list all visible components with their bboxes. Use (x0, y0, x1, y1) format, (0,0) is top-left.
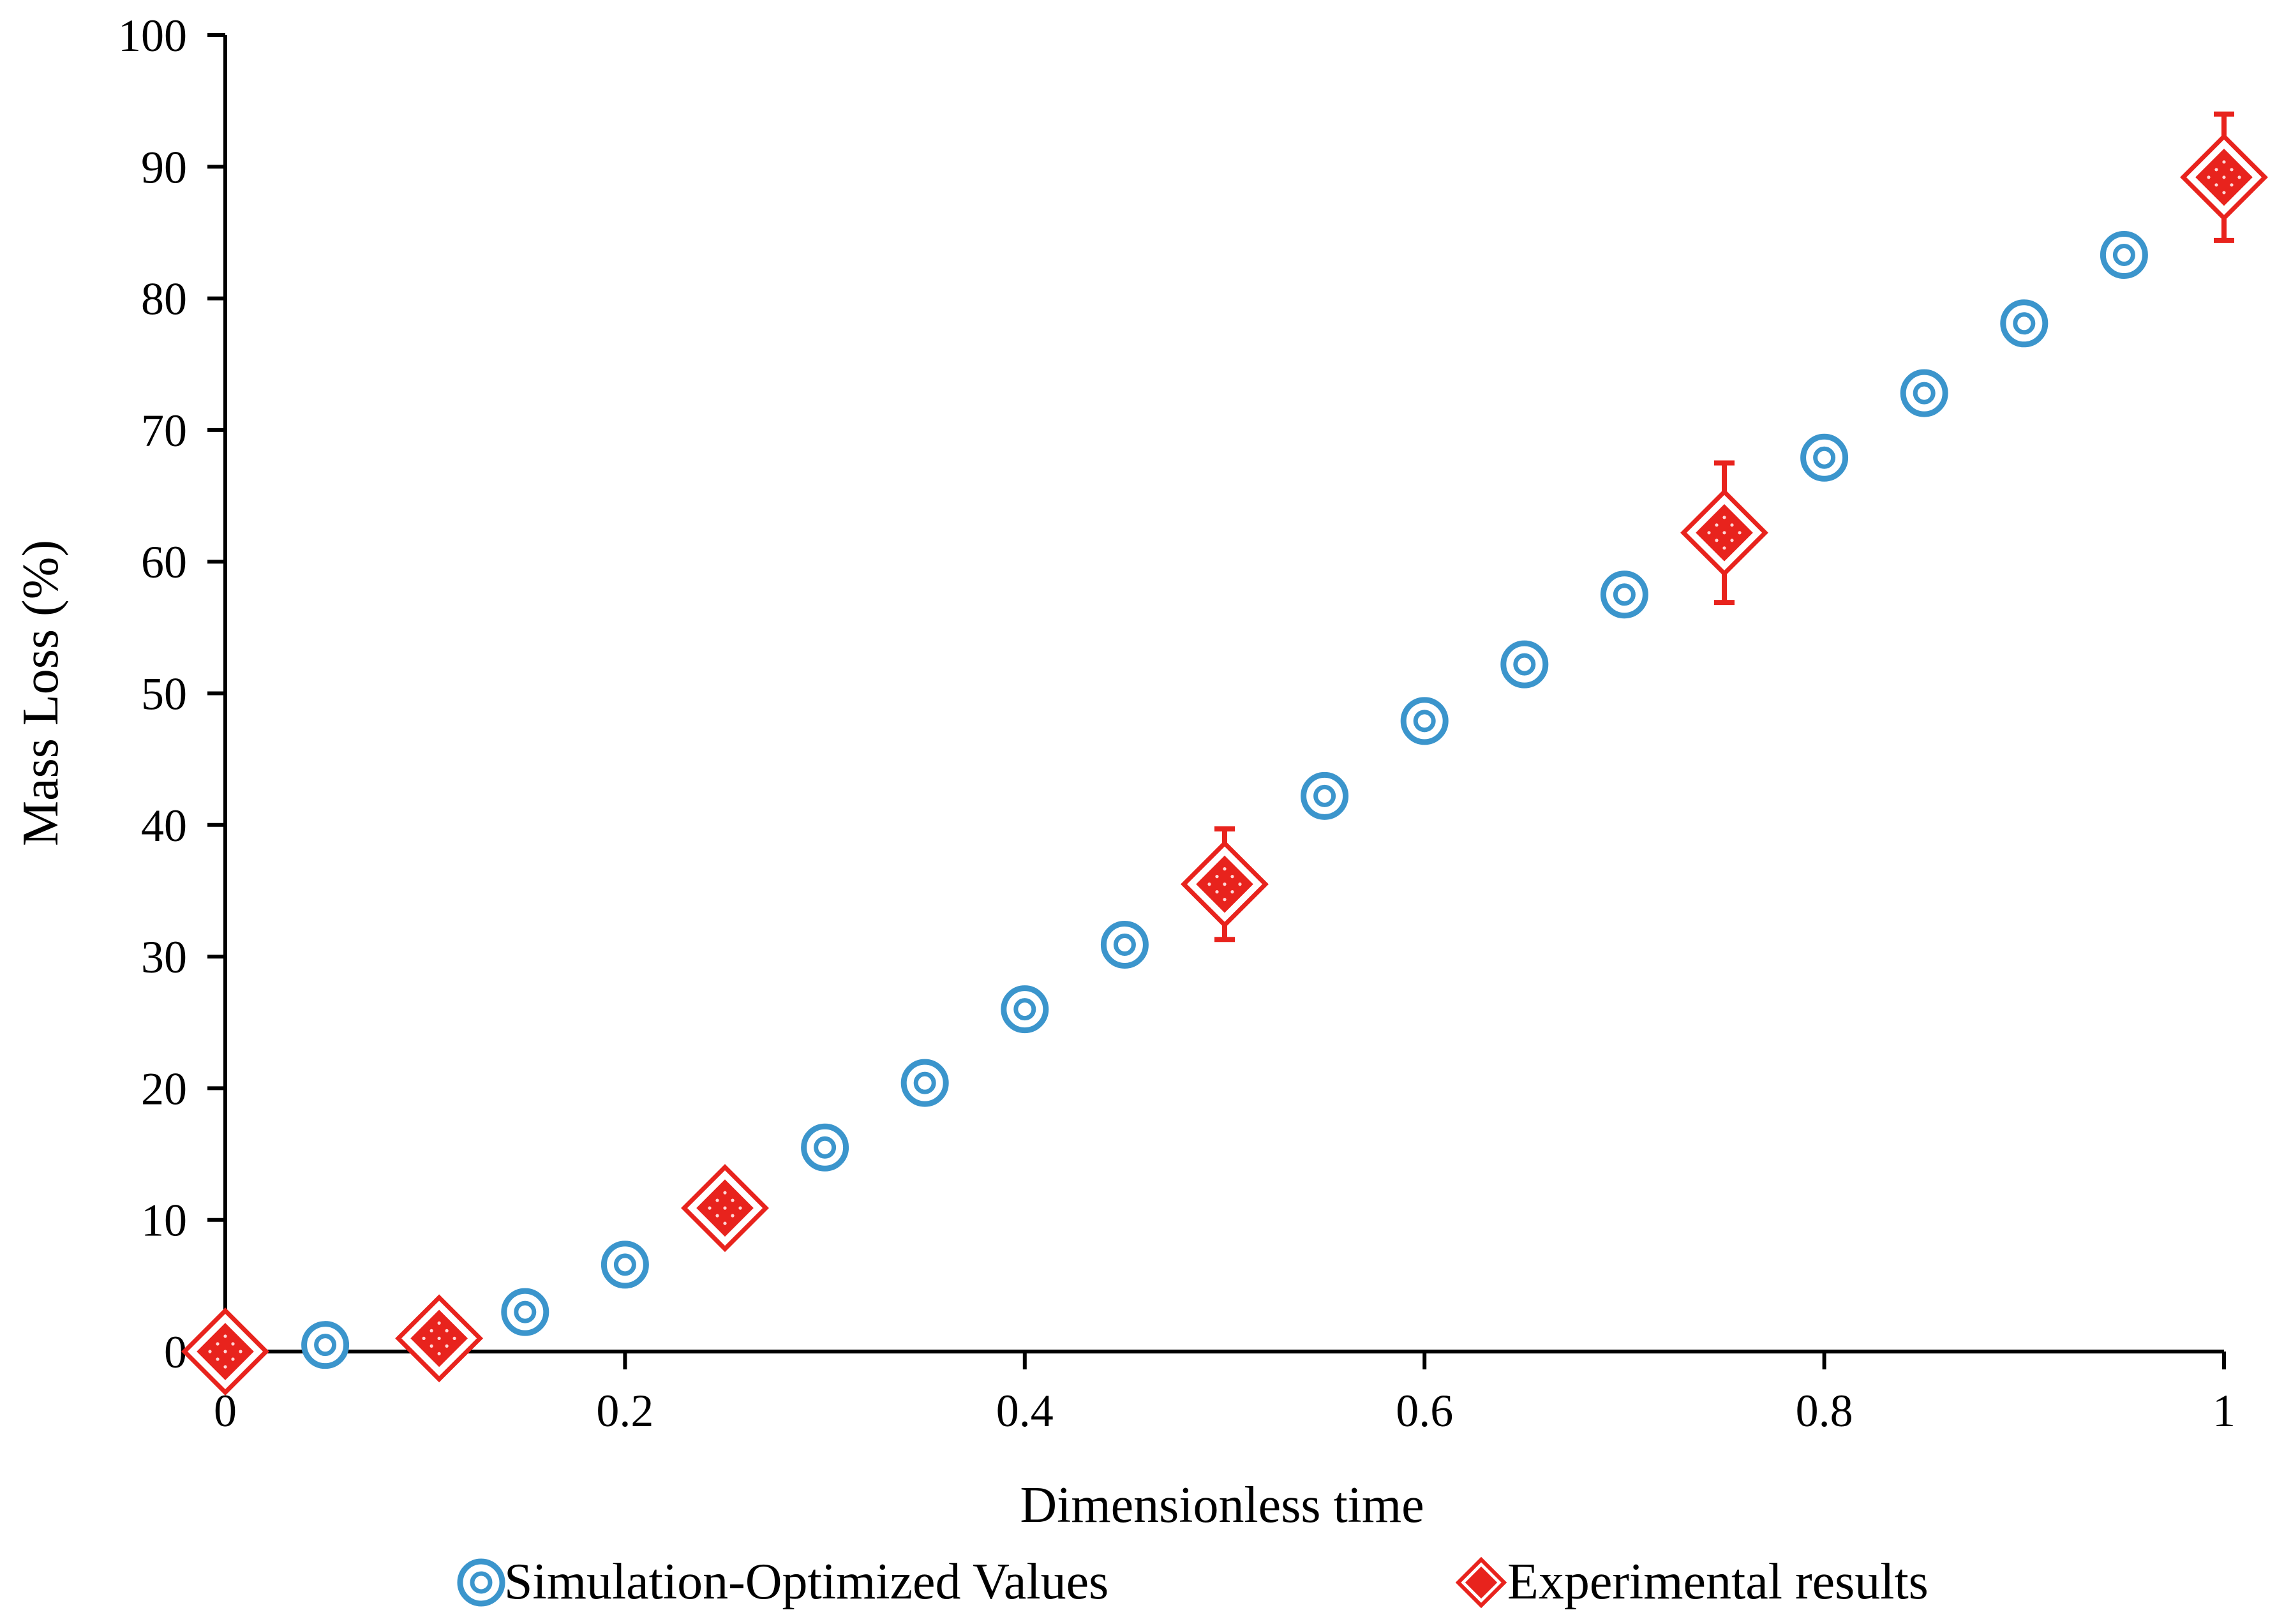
legend-label-experimental: Experimental results (1507, 1554, 1929, 1610)
y-tick-label: 40 (141, 800, 187, 851)
y-tick-label: 20 (141, 1063, 187, 1114)
y-tick-label: 30 (141, 932, 187, 983)
sim-point (1400, 697, 1449, 745)
legend-diamond-icon (1455, 1556, 1507, 1609)
sim-point (1001, 985, 1049, 1034)
sim-point (2000, 299, 2049, 348)
y-tick-label: 10 (141, 1195, 187, 1246)
y-tick-label: 60 (141, 537, 187, 588)
sim-point (1900, 369, 1948, 417)
y-tick-label: 90 (141, 142, 187, 193)
sim-point (601, 1240, 649, 1289)
series-simulation-optimized-values (301, 231, 2148, 1369)
exp-point (181, 1307, 269, 1396)
exp-point (681, 1164, 769, 1253)
sim-point (301, 1321, 350, 1369)
sim-point (1100, 921, 1149, 969)
legend-item-experimental: Experimental results (1455, 1554, 1929, 1610)
legend-sim-marker (457, 1558, 505, 1607)
legend-exp-marker (1455, 1556, 1507, 1609)
sim-point (1301, 771, 1349, 820)
legend-label-simulation: Simulation-Optimized Values (504, 1554, 1108, 1610)
x-tick-label: 1 (2213, 1385, 2235, 1436)
exp-point (2180, 133, 2268, 221)
sim-point (501, 1288, 549, 1336)
sim-point (2100, 231, 2148, 279)
sim-point (1800, 433, 1849, 482)
x-axis-ticks: 0 0.2 0.4 0.6 0.8 1 (214, 1352, 2235, 1436)
sim-point (801, 1123, 849, 1172)
y-tick-label: 80 (141, 274, 187, 325)
exp-point (1680, 488, 1768, 577)
legend: Simulation-Optimized Values Experimental… (457, 1554, 1929, 1610)
exp-point (395, 1294, 484, 1383)
exp-point (1181, 840, 1269, 928)
sim-point (900, 1059, 949, 1107)
sim-point (1600, 570, 1648, 619)
x-tick-label: 0.4 (996, 1385, 1054, 1436)
x-axis-title: Dimensionless time (1020, 1477, 1424, 1533)
y-tick-label: 70 (141, 405, 187, 456)
legend-double-circle-icon (457, 1558, 505, 1607)
x-tick-label: 0.2 (596, 1385, 653, 1436)
legend-item-simulation: Simulation-Optimized Values (457, 1554, 1108, 1610)
x-tick-label: 0.8 (1796, 1385, 1853, 1436)
y-tick-label: 50 (141, 669, 187, 720)
x-tick-label: 0.6 (1396, 1385, 1453, 1436)
sim-point (1500, 640, 1549, 689)
y-tick-label: 100 (118, 10, 187, 61)
y-axis-title: Mass Loss (%) (13, 540, 69, 846)
series-experimental-results (181, 111, 2268, 1396)
